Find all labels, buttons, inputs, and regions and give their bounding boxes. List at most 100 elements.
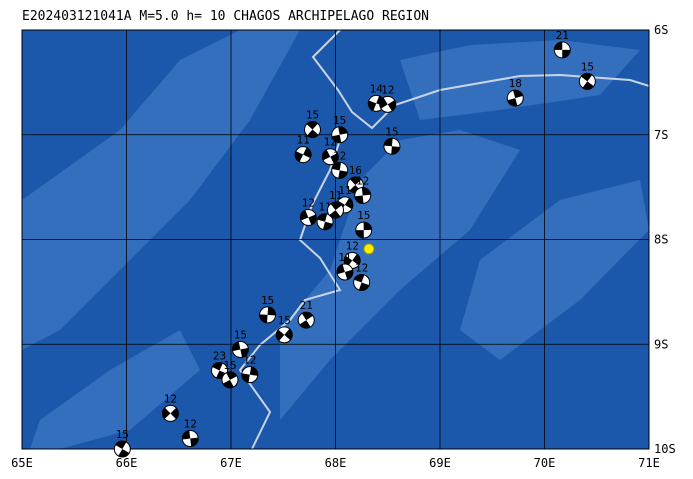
beachball [331, 161, 349, 179]
beachball-quadrant [322, 221, 333, 230]
depth-label: 12 [302, 197, 315, 210]
beachball [241, 366, 259, 384]
beachball-quadrant [267, 306, 276, 316]
beachball-quadrant [358, 282, 370, 291]
beachball-quadrant [383, 138, 393, 147]
beachball-quadrant [354, 195, 364, 204]
beachball-quadrant [368, 100, 377, 111]
beachball [336, 263, 354, 281]
beachball-quadrant [391, 146, 400, 155]
beachball-quadrant [330, 202, 342, 211]
depth-label: 21 [556, 29, 569, 42]
x-tick-label: 67E [220, 456, 242, 470]
beachball-quadrant [355, 230, 364, 239]
beachball [354, 187, 372, 205]
depth-label: 12 [346, 239, 359, 252]
beachball-quadrant [276, 329, 285, 341]
y-tick-label: 6S [654, 23, 668, 37]
beachball-quadrant [338, 126, 348, 135]
beachball-quadrant [170, 407, 179, 420]
x-tick-label: 65E [11, 456, 33, 470]
beachball-quadrant [580, 73, 593, 82]
beachball-quadrant [344, 269, 353, 280]
beachball-quadrant [338, 170, 348, 179]
depth-label: 23 [213, 349, 226, 362]
beachball-quadrant [306, 121, 318, 130]
beachball-quadrant [182, 430, 191, 440]
beachball [353, 273, 371, 291]
beachball-quadrant [379, 97, 388, 109]
beachball [553, 41, 571, 59]
depth-label: 11 [296, 134, 309, 147]
beachball [221, 371, 239, 389]
depth-label: 21 [300, 299, 313, 312]
bathymetry [22, 30, 649, 449]
depth-label: 15 [234, 328, 247, 341]
epicenter [363, 243, 375, 255]
beachball-quadrant [226, 371, 238, 380]
beachball-quadrant [118, 449, 130, 457]
beachball [316, 213, 334, 231]
beachball [299, 209, 317, 227]
beachball [379, 95, 397, 113]
depth-label: 15 [223, 359, 236, 372]
beachball-quadrant [336, 264, 345, 275]
depth-label: 12 [356, 175, 369, 188]
depth-label: 15 [581, 60, 594, 73]
y-tick-label: 8S [654, 233, 668, 247]
beachball-quadrant [240, 347, 249, 358]
depth-label: 11 [338, 251, 351, 264]
depth-label: 14 [370, 82, 384, 95]
beachball-quadrant [361, 187, 371, 196]
beachball-quadrant [317, 213, 328, 222]
beachball-quadrant [344, 198, 353, 210]
beachball-quadrant [354, 274, 365, 283]
beachball-quadrant [249, 366, 258, 376]
depth-label: 12 [355, 261, 368, 274]
depth-label: 15 [333, 114, 346, 127]
beachball-quadrant [330, 153, 339, 164]
beachball-quadrant [331, 162, 342, 171]
beachball-quadrant [331, 134, 342, 143]
x-tick-label: 68E [325, 456, 347, 470]
beachball [321, 148, 339, 166]
beachball [259, 306, 277, 324]
beachball-quadrant [349, 177, 362, 186]
beachball [294, 146, 312, 164]
beachball-quadrant [284, 328, 293, 341]
depth-label: 15 [385, 125, 398, 138]
beachball [113, 440, 131, 458]
beachball [327, 201, 344, 219]
depth-label: 12 [333, 149, 346, 162]
beachball [578, 72, 596, 90]
beachball-quadrant [308, 214, 317, 225]
beachball-quadrant [300, 210, 309, 221]
beachball-quadrant [232, 341, 241, 352]
beachball [275, 326, 293, 344]
beachball [304, 121, 322, 139]
beachball-quadrant [387, 100, 396, 112]
title: E202403121041A M=5.0 h= 10 CHAGOS ARCHIP… [22, 9, 429, 24]
beachball-quadrant [507, 98, 518, 107]
beachball-quadrant [115, 441, 127, 449]
depth-label: 15 [306, 109, 319, 122]
beachball-quadrant [322, 149, 331, 161]
beachball-quadrant [582, 81, 594, 90]
x-tick-label: 70E [534, 456, 556, 470]
beachball [181, 430, 199, 448]
depth-label: 12 [324, 136, 337, 149]
y-tick-label: 9S [654, 337, 668, 351]
beachball-quadrant [329, 210, 341, 219]
beachball [331, 126, 349, 144]
beachball [506, 89, 524, 107]
beachball [355, 221, 373, 239]
depth-label: 15 [278, 314, 291, 327]
beachball-quadrant [299, 320, 311, 329]
depth-label: 16 [349, 164, 362, 177]
beachball-quadrant [222, 379, 234, 388]
depth-label: 11 [329, 189, 342, 202]
beachball-quadrant [352, 253, 361, 266]
x-tick-label: 66E [116, 456, 138, 470]
beachball-quadrant [212, 362, 223, 371]
